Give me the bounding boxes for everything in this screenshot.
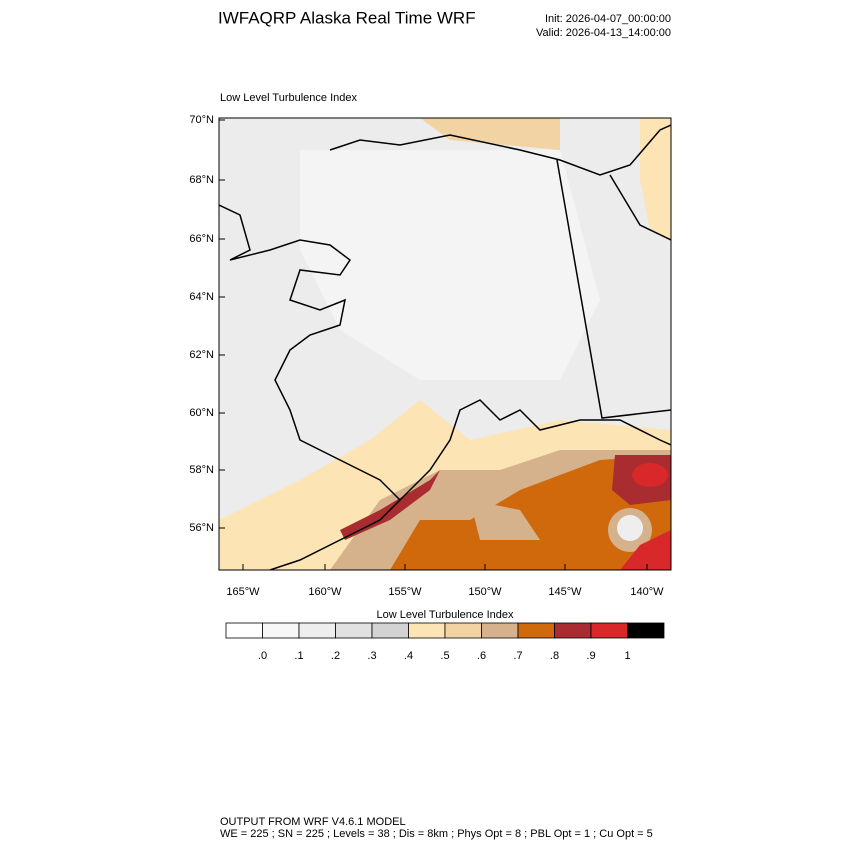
lon-label: 140°W xyxy=(630,586,664,598)
colorbar-label: .1 xyxy=(294,650,303,662)
valid-time: Valid: 2026-04-13_14:00:00 xyxy=(536,27,671,39)
colorbar-label: .7 xyxy=(513,650,522,662)
field-red xyxy=(632,463,668,487)
title: IWFAQRP Alaska Real Time WRF xyxy=(218,8,476,27)
colorbar-label: .2 xyxy=(331,650,340,662)
colorbar-box xyxy=(335,622,373,639)
lon-label: 165°W xyxy=(226,586,260,598)
field-light xyxy=(617,515,643,541)
field-tan-dark xyxy=(470,500,540,540)
map-field xyxy=(219,118,671,570)
lon-label: 150°W xyxy=(468,586,502,598)
field-red xyxy=(620,530,671,570)
colorbar-label: .6 xyxy=(477,650,486,662)
colorbar-box xyxy=(554,622,592,639)
colorbar-box xyxy=(627,622,665,639)
colorbar-box xyxy=(444,622,482,639)
field-tan xyxy=(420,118,560,150)
colorbar-box xyxy=(298,622,336,639)
lat-label: 68°N xyxy=(189,174,214,186)
field-light xyxy=(300,150,600,380)
lat-label: 66°N xyxy=(189,233,214,245)
colorbar-box xyxy=(590,622,628,639)
colorbar-title: Low Level Turbulence Index xyxy=(377,609,514,621)
footer-line: OUTPUT FROM WRF V4.6.1 MODEL xyxy=(220,816,406,828)
colorbar-label: .9 xyxy=(586,650,595,662)
field-darkred xyxy=(340,470,440,540)
lat-label: 58°N xyxy=(189,464,214,476)
lon-label: 160°W xyxy=(308,586,342,598)
field-orange xyxy=(390,455,671,570)
lat-label: 64°N xyxy=(189,291,214,303)
lat-label: 56°N xyxy=(189,522,214,534)
colorbar-label: .3 xyxy=(367,650,376,662)
colorbar-box xyxy=(371,622,409,639)
init-time: Init: 2026-04-07_00:00:00 xyxy=(545,13,671,25)
map-frame xyxy=(218,117,672,571)
colorbar-label: .8 xyxy=(550,650,559,662)
colorbar-label: .5 xyxy=(440,650,449,662)
colorbar-box xyxy=(225,622,263,639)
colorbar-box xyxy=(517,622,555,639)
lon-label: 155°W xyxy=(388,586,422,598)
colorbar-label: 1 xyxy=(624,650,630,662)
colorbar-box xyxy=(262,622,300,639)
coastlines xyxy=(219,124,671,570)
lat-label: 62°N xyxy=(189,349,214,361)
lat-label: 70°N xyxy=(189,114,214,126)
lon-label: 145°W xyxy=(548,586,582,598)
map-title: Low Level Turbulence Index xyxy=(220,92,357,104)
footer-line: WE = 225 ; SN = 225 ; Levels = 38 ; Dis … xyxy=(220,828,653,840)
colorbar-box xyxy=(481,622,519,639)
field-tan xyxy=(640,118,671,240)
colorbar-box xyxy=(408,622,446,639)
lat-label: 60°N xyxy=(189,407,214,419)
colorbar-label: .4 xyxy=(404,650,413,662)
colorbar-label: .0 xyxy=(258,650,267,662)
